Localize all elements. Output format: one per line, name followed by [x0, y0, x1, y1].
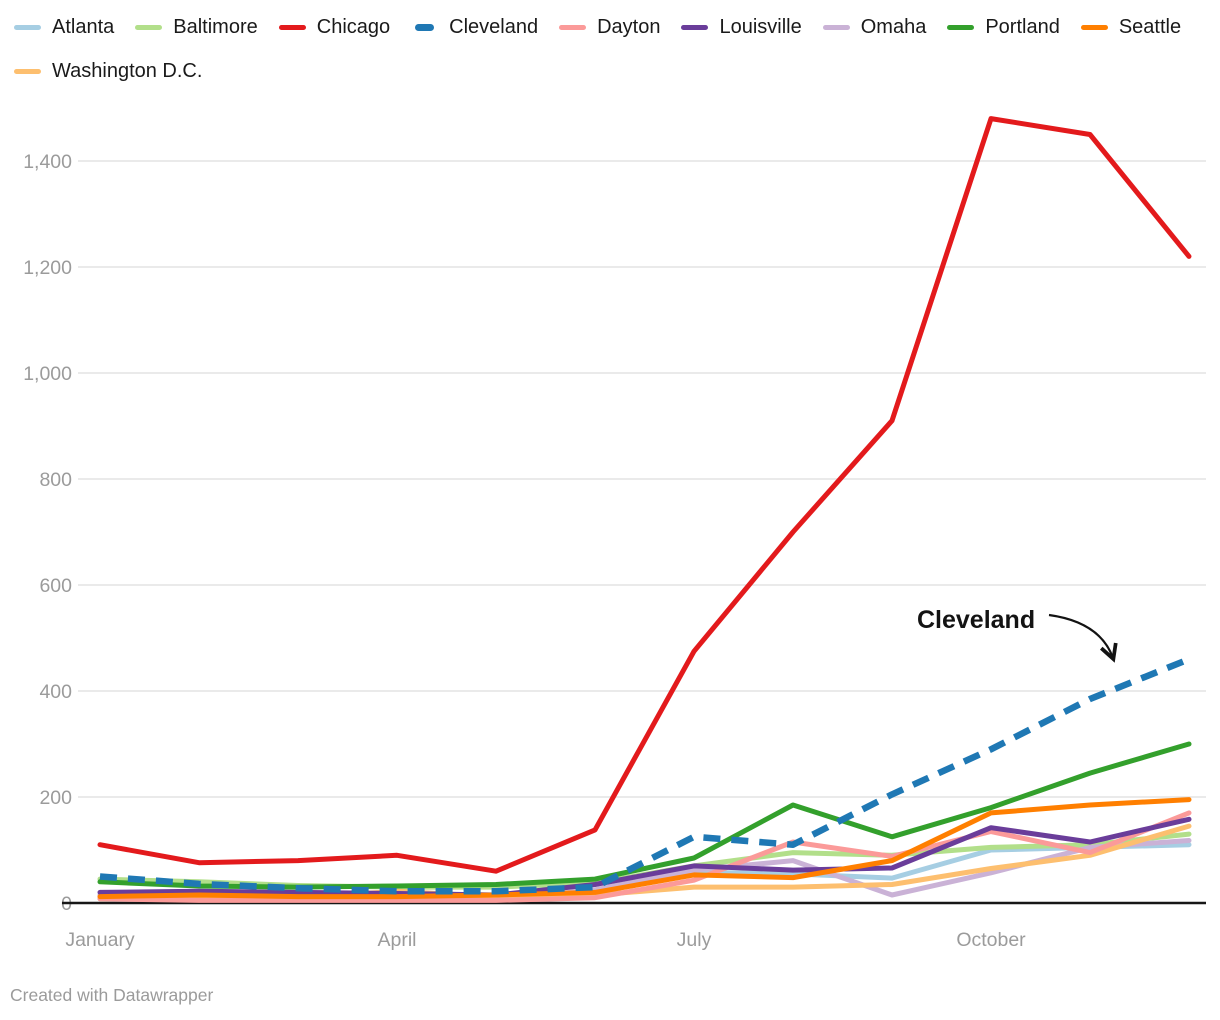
series-line-seattle [97, 797, 1192, 900]
footer-credit: Created with Datawrapper [10, 985, 214, 1005]
legend-label-atlanta: Atlanta [52, 16, 115, 38]
legend-label-baltimore: Baltimore [173, 16, 258, 38]
x-tick-label-april: April [377, 929, 416, 951]
legend: Atlanta Baltimore Chicago Cleveland Dayton Lo… [14, 16, 1209, 83]
legend-swatch-dayton-icon [559, 25, 587, 30]
legend-label-seattle: Seattle [1118, 16, 1182, 38]
y-tick-label-800: 800 [39, 469, 72, 491]
y-tick-label-1000: 1,000 [23, 363, 72, 385]
x-tick-label-january: January [65, 929, 135, 951]
legend-swatch-omaha-icon [822, 25, 850, 30]
series-line-cleveland [99, 656, 1191, 895]
legend-swatch-cleveland-icon [415, 24, 435, 31]
y-tick-label-200: 200 [39, 787, 72, 809]
legend-swatch-washington-d-c-icon [14, 69, 41, 74]
legend-item-seattle: Seattle [1080, 16, 1182, 39]
x-tick-label-july: July [677, 929, 712, 951]
x-tick-label-october: October [956, 929, 1026, 951]
legend-swatch-atlanta-icon [14, 25, 41, 30]
legend-swatch-baltimore-icon [135, 25, 163, 30]
legend-item-atlanta: Atlanta [14, 16, 114, 39]
series-line-dayton [97, 810, 1192, 903]
annotation-label: Cleveland [917, 606, 1035, 634]
y-tick-label-600: 600 [39, 575, 72, 597]
legend-item-cleveland: Cleveland [411, 16, 538, 39]
legend-swatch-seattle-icon [1080, 25, 1108, 30]
y-tick-label-400: 400 [39, 681, 72, 703]
legend-label-washington-d-c: Washington D.C. [52, 60, 203, 82]
legend-item-louisville: Louisville [681, 16, 802, 39]
legend-item-omaha: Omaha [822, 16, 927, 39]
series-line-chicago [97, 116, 1192, 874]
legend-label-louisville: Louisville [719, 16, 802, 38]
legend-swatch-louisville-icon [681, 25, 709, 30]
legend-label-dayton: Dayton [597, 16, 661, 38]
legend-label-chicago: Chicago [316, 16, 391, 38]
legend-item-baltimore: Baltimore [135, 16, 258, 39]
annotation-arrow-icon [1048, 613, 1118, 663]
legend-item-chicago: Chicago [278, 16, 391, 39]
legend-item-washington-d-c: Washington D.C. [14, 60, 202, 83]
series-line-louisville [97, 816, 1192, 898]
legend-item-portland: Portland [947, 16, 1060, 39]
y-tick-label-1400: 1,400 [23, 151, 72, 173]
legend-swatch-chicago-icon [278, 25, 306, 30]
legend-label-omaha: Omaha [860, 16, 927, 38]
y-tick-label-1200: 1,200 [23, 257, 72, 279]
legend-label-cleveland: Cleveland [449, 16, 539, 38]
legend-item-dayton: Dayton [559, 16, 660, 39]
legend-swatch-portland-icon [947, 25, 975, 30]
legend-label-portland: Portland [985, 16, 1060, 38]
